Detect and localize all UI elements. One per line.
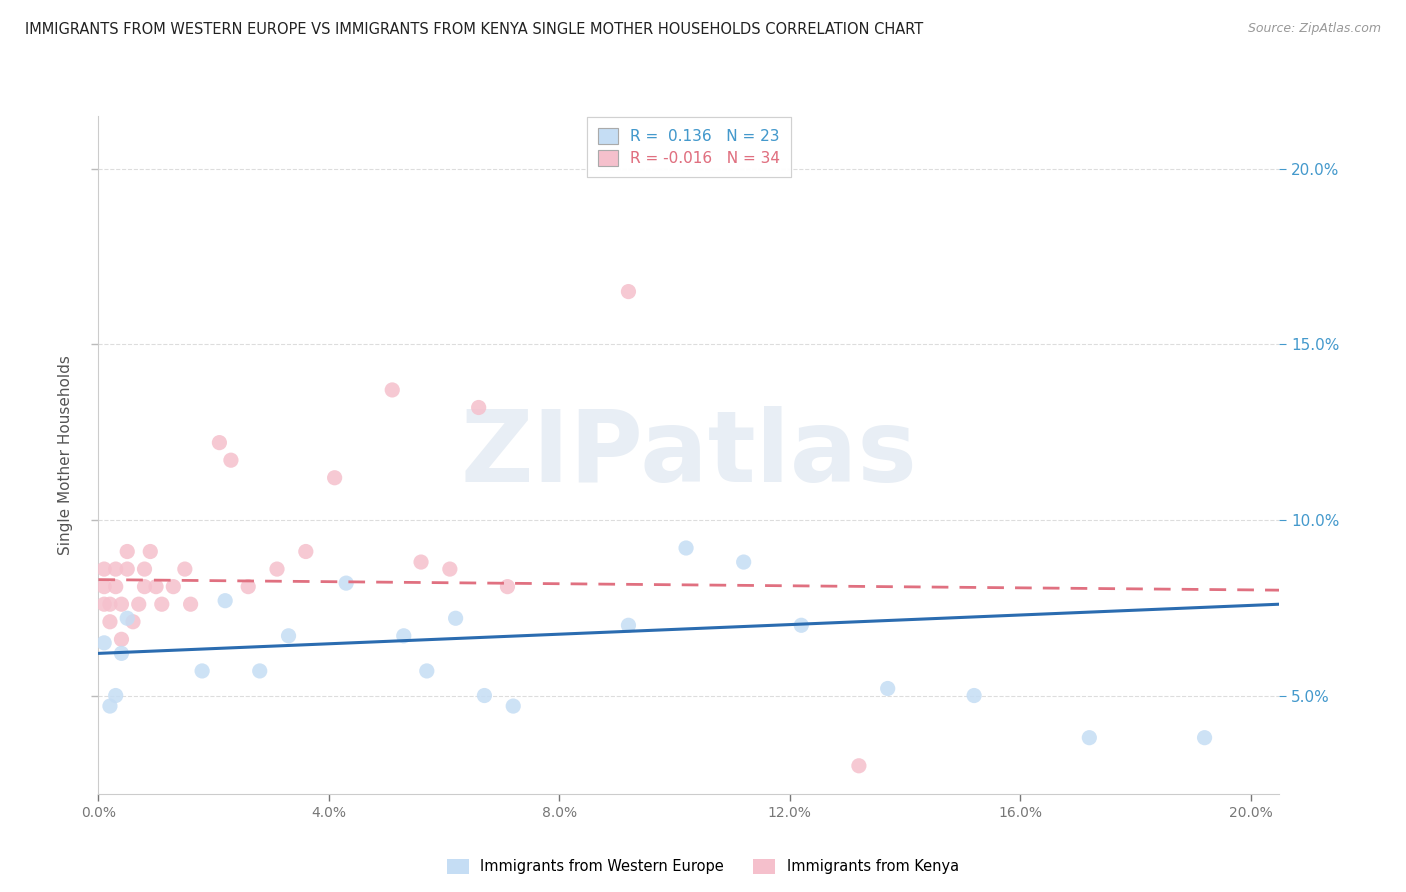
Point	[416, 664, 439, 678]
Point	[963, 689, 986, 703]
Point	[191, 664, 214, 678]
Point	[219, 453, 242, 467]
Point	[277, 629, 299, 643]
Point	[733, 555, 755, 569]
Point	[238, 580, 260, 594]
Point	[122, 615, 145, 629]
Point	[93, 580, 115, 594]
Legend: Immigrants from Western Europe, Immigrants from Kenya: Immigrants from Western Europe, Immigran…	[441, 853, 965, 880]
Point	[150, 597, 173, 611]
Point	[104, 689, 127, 703]
Point	[180, 597, 202, 611]
Legend: R =  0.136   N = 23, R = -0.016   N = 34: R = 0.136 N = 23, R = -0.016 N = 34	[588, 117, 790, 177]
Point	[876, 681, 898, 696]
Point	[335, 576, 357, 591]
Point	[266, 562, 288, 576]
Point	[392, 629, 415, 643]
Point	[110, 597, 132, 611]
Point	[1194, 731, 1216, 745]
Y-axis label: Single Mother Households: Single Mother Households	[58, 355, 73, 555]
Point	[323, 471, 346, 485]
Point	[474, 689, 496, 703]
Text: IMMIGRANTS FROM WESTERN EUROPE VS IMMIGRANTS FROM KENYA SINGLE MOTHER HOUSEHOLDS: IMMIGRANTS FROM WESTERN EUROPE VS IMMIGR…	[25, 22, 924, 37]
Point	[93, 562, 115, 576]
Point	[1078, 731, 1101, 745]
Point	[617, 285, 640, 299]
Point	[104, 580, 127, 594]
Point	[848, 758, 870, 772]
Point	[93, 636, 115, 650]
Text: ZIPatlas: ZIPatlas	[461, 407, 917, 503]
Point	[110, 632, 132, 647]
Point	[162, 580, 184, 594]
Point	[502, 699, 524, 714]
Point	[139, 544, 162, 558]
Point	[115, 611, 138, 625]
Point	[98, 699, 121, 714]
Point	[98, 615, 121, 629]
Point	[675, 541, 697, 555]
Point	[98, 597, 121, 611]
Point	[104, 562, 127, 576]
Point	[115, 544, 138, 558]
Point	[790, 618, 813, 632]
Point	[128, 597, 150, 611]
Point	[93, 597, 115, 611]
Point	[145, 580, 167, 594]
Text: Source: ZipAtlas.com: Source: ZipAtlas.com	[1247, 22, 1381, 36]
Point	[208, 435, 231, 450]
Point	[214, 593, 236, 607]
Point	[409, 555, 432, 569]
Point	[439, 562, 461, 576]
Point	[444, 611, 467, 625]
Point	[249, 664, 271, 678]
Point	[110, 646, 132, 660]
Point	[467, 401, 489, 415]
Point	[115, 562, 138, 576]
Point	[173, 562, 195, 576]
Point	[381, 383, 404, 397]
Point	[134, 562, 156, 576]
Point	[617, 618, 640, 632]
Point	[496, 580, 519, 594]
Point	[134, 580, 156, 594]
Point	[295, 544, 318, 558]
